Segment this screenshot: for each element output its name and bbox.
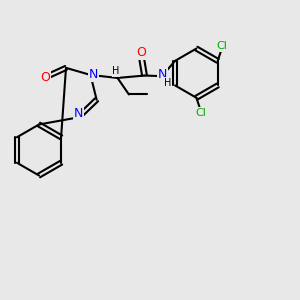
Text: O: O xyxy=(40,71,50,84)
Text: O: O xyxy=(136,46,146,59)
Text: Cl: Cl xyxy=(217,41,228,51)
Text: H: H xyxy=(164,78,171,88)
Text: Cl: Cl xyxy=(196,108,206,118)
Text: N: N xyxy=(74,107,83,120)
Text: H: H xyxy=(112,66,120,76)
Text: N: N xyxy=(89,68,98,81)
Text: N: N xyxy=(158,68,167,81)
